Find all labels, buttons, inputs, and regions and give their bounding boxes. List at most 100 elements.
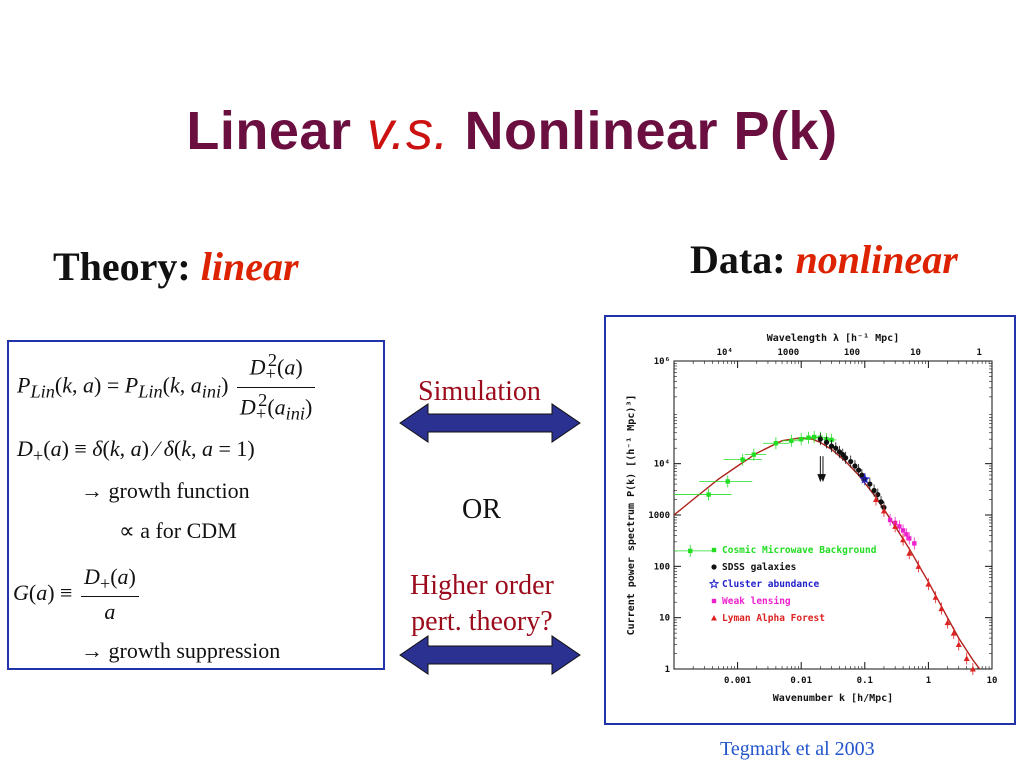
legend-marker (711, 615, 717, 621)
double-arrow-bottom (399, 635, 581, 675)
cosmic-microwave-background-point (706, 492, 711, 497)
y-tick-label: 1000 (648, 511, 670, 521)
cosmic-microwave-background-point (806, 435, 811, 440)
growth-function-text: → growth function (81, 478, 250, 503)
lyman-alpha-forest-point (950, 630, 957, 636)
weak-lensing-point (900, 528, 906, 533)
title-vs: v.s. (367, 101, 449, 161)
lyman-alpha-forest-point (925, 581, 932, 587)
equation-plin: PLin(k, a) = PLin(k, aini) D+2(a) D+2(ai… (17, 350, 318, 424)
higher-order-line1: Higher order (410, 570, 554, 601)
equation-dplus: D+(a) ≡ δ(k, a) ⁄ δ(k, a = 1) (17, 436, 255, 466)
lyman-alpha-forest-point (955, 641, 962, 648)
lyman-alpha-forest-point (944, 619, 951, 626)
top-axis-label: Wavelength λ [h⁻¹ Mpc] (767, 333, 899, 344)
upper-limit-arrowhead (819, 474, 826, 483)
sdss-galaxies-point (871, 487, 877, 494)
top-tick-label: 1 (976, 348, 981, 358)
cosmic-microwave-background-point (789, 438, 794, 443)
weak-lensing-point (907, 536, 912, 541)
double-arrow-top (399, 403, 581, 443)
sdss-galaxies-point (856, 467, 862, 473)
y-tick-label: 10⁴ (654, 460, 670, 470)
weak-lensing-point (912, 541, 917, 546)
data-label: Data: (690, 237, 786, 282)
theory-value: linear (200, 244, 299, 289)
legend-marker (711, 564, 717, 570)
y-tick-label: 10⁶ (654, 357, 670, 367)
top-tick-label: 1000 (778, 348, 800, 358)
data-value: nonlinear (795, 237, 958, 282)
growth-ratio-fraction: D+2(a) D+2(aini) (236, 350, 316, 424)
weak-lensing-point (897, 524, 902, 529)
top-tick-label: 10 (910, 348, 921, 358)
x-tick-label: 0.001 (724, 676, 751, 686)
lyman-alpha-forest-point (892, 523, 899, 529)
legend-label: Cluster abundance (722, 579, 820, 590)
sdss-galaxies-point (867, 481, 873, 487)
lyman-alpha-forest-point (969, 666, 976, 672)
weak-lensing-point (904, 532, 909, 537)
higher-order-line2: pert. theory? (411, 606, 553, 637)
sdss-galaxies-point (823, 439, 830, 445)
legend-marker (711, 547, 717, 553)
x-tick-label: 0.01 (790, 676, 812, 686)
y-axis-label: Current power spectrum P(k) [(h⁻¹ Mpc)³] (626, 395, 637, 636)
higher-order-label: Higher order pert. theory? (410, 568, 554, 640)
theory-label: Theory: (53, 244, 191, 289)
ga-fraction: D+(a) a (80, 564, 139, 625)
theory-heading: Theory: linear (53, 243, 299, 290)
growth-suppression-text: → growth suppression (81, 638, 281, 663)
power-spectrum-chart: 0.001 0.01 0.1 1 10 1 10 100 1000 10⁴ 10⁶ 10⁴ 1000 10… (626, 333, 998, 704)
cosmic-microwave-background-point (799, 436, 804, 442)
x-tick-label: 10 (987, 676, 998, 686)
lyman-alpha-forest-point (915, 563, 922, 569)
legend-marker (708, 578, 720, 589)
lyman-alpha-forest-point (900, 536, 907, 543)
legend-label: SDSS galaxies (722, 562, 796, 573)
credit-citation: Tegmark et al 2003 (720, 738, 875, 760)
weak-lensing-point (887, 517, 893, 523)
sdss-galaxies-point (859, 472, 865, 478)
equation-ga: G(a) ≡ D+(a) a (13, 564, 142, 625)
or-label: OR (462, 494, 501, 525)
legend-label: Lyman Alpha Forest (722, 613, 825, 624)
sdss-galaxies-point (843, 455, 849, 461)
sdss-galaxies-point (848, 458, 854, 465)
lyman-alpha-forest-point (963, 655, 970, 662)
sdss-galaxies-point (833, 445, 839, 451)
title-nonlinear: Nonlinear P(k) (464, 101, 838, 161)
y-tick-label: 10 (659, 614, 670, 624)
simulation-label: Simulation (418, 376, 541, 407)
cdm-text: ∝ a for CDM (119, 518, 237, 543)
sdss-galaxies-point (817, 436, 823, 442)
top-tick-label: 10⁴ (717, 348, 733, 358)
y-tick-label: 1 (665, 665, 670, 675)
power-spectrum-plot-frame: 0.001 0.01 0.1 1 10 1 10 100 1000 10⁴ 10⁶ 10⁴ 1000 10… (604, 315, 1016, 725)
cosmic-microwave-background-point (773, 441, 779, 446)
cosmic-microwave-background-point (751, 452, 757, 457)
sdss-galaxies-point (878, 499, 884, 505)
cosmic-microwave-background-point (740, 457, 745, 462)
legend-label: Cosmic Microwave Background (722, 545, 877, 556)
cosmic-microwave-background-point (829, 437, 834, 443)
data-heading: Data: nonlinear (690, 236, 958, 283)
slide-title: Linear v.s. Nonlinear P(k) (0, 100, 1024, 162)
title-linear: Linear (186, 101, 352, 161)
sdss-galaxies-point (828, 443, 835, 449)
x-tick-label: 0.1 (857, 676, 873, 686)
x-tick-label: 1 (926, 676, 931, 686)
lyman-alpha-forest-point (938, 605, 945, 612)
cosmic-microwave-background-point (688, 548, 693, 554)
legend-label: Weak lensing (722, 596, 791, 607)
legend-marker (711, 598, 717, 604)
cosmic-microwave-background-point (725, 479, 730, 484)
top-tick-label: 100 (844, 348, 860, 358)
sdss-galaxies-point (875, 491, 881, 498)
x-axis-label: Wavenumber k [h/Mpc] (773, 693, 893, 704)
sdss-galaxies-point (852, 463, 858, 469)
cluster-abundance-point (859, 473, 871, 484)
lyman-alpha-forest-point (880, 507, 887, 514)
y-tick-label: 100 (654, 562, 670, 572)
lyman-alpha-forest-point (932, 594, 939, 600)
